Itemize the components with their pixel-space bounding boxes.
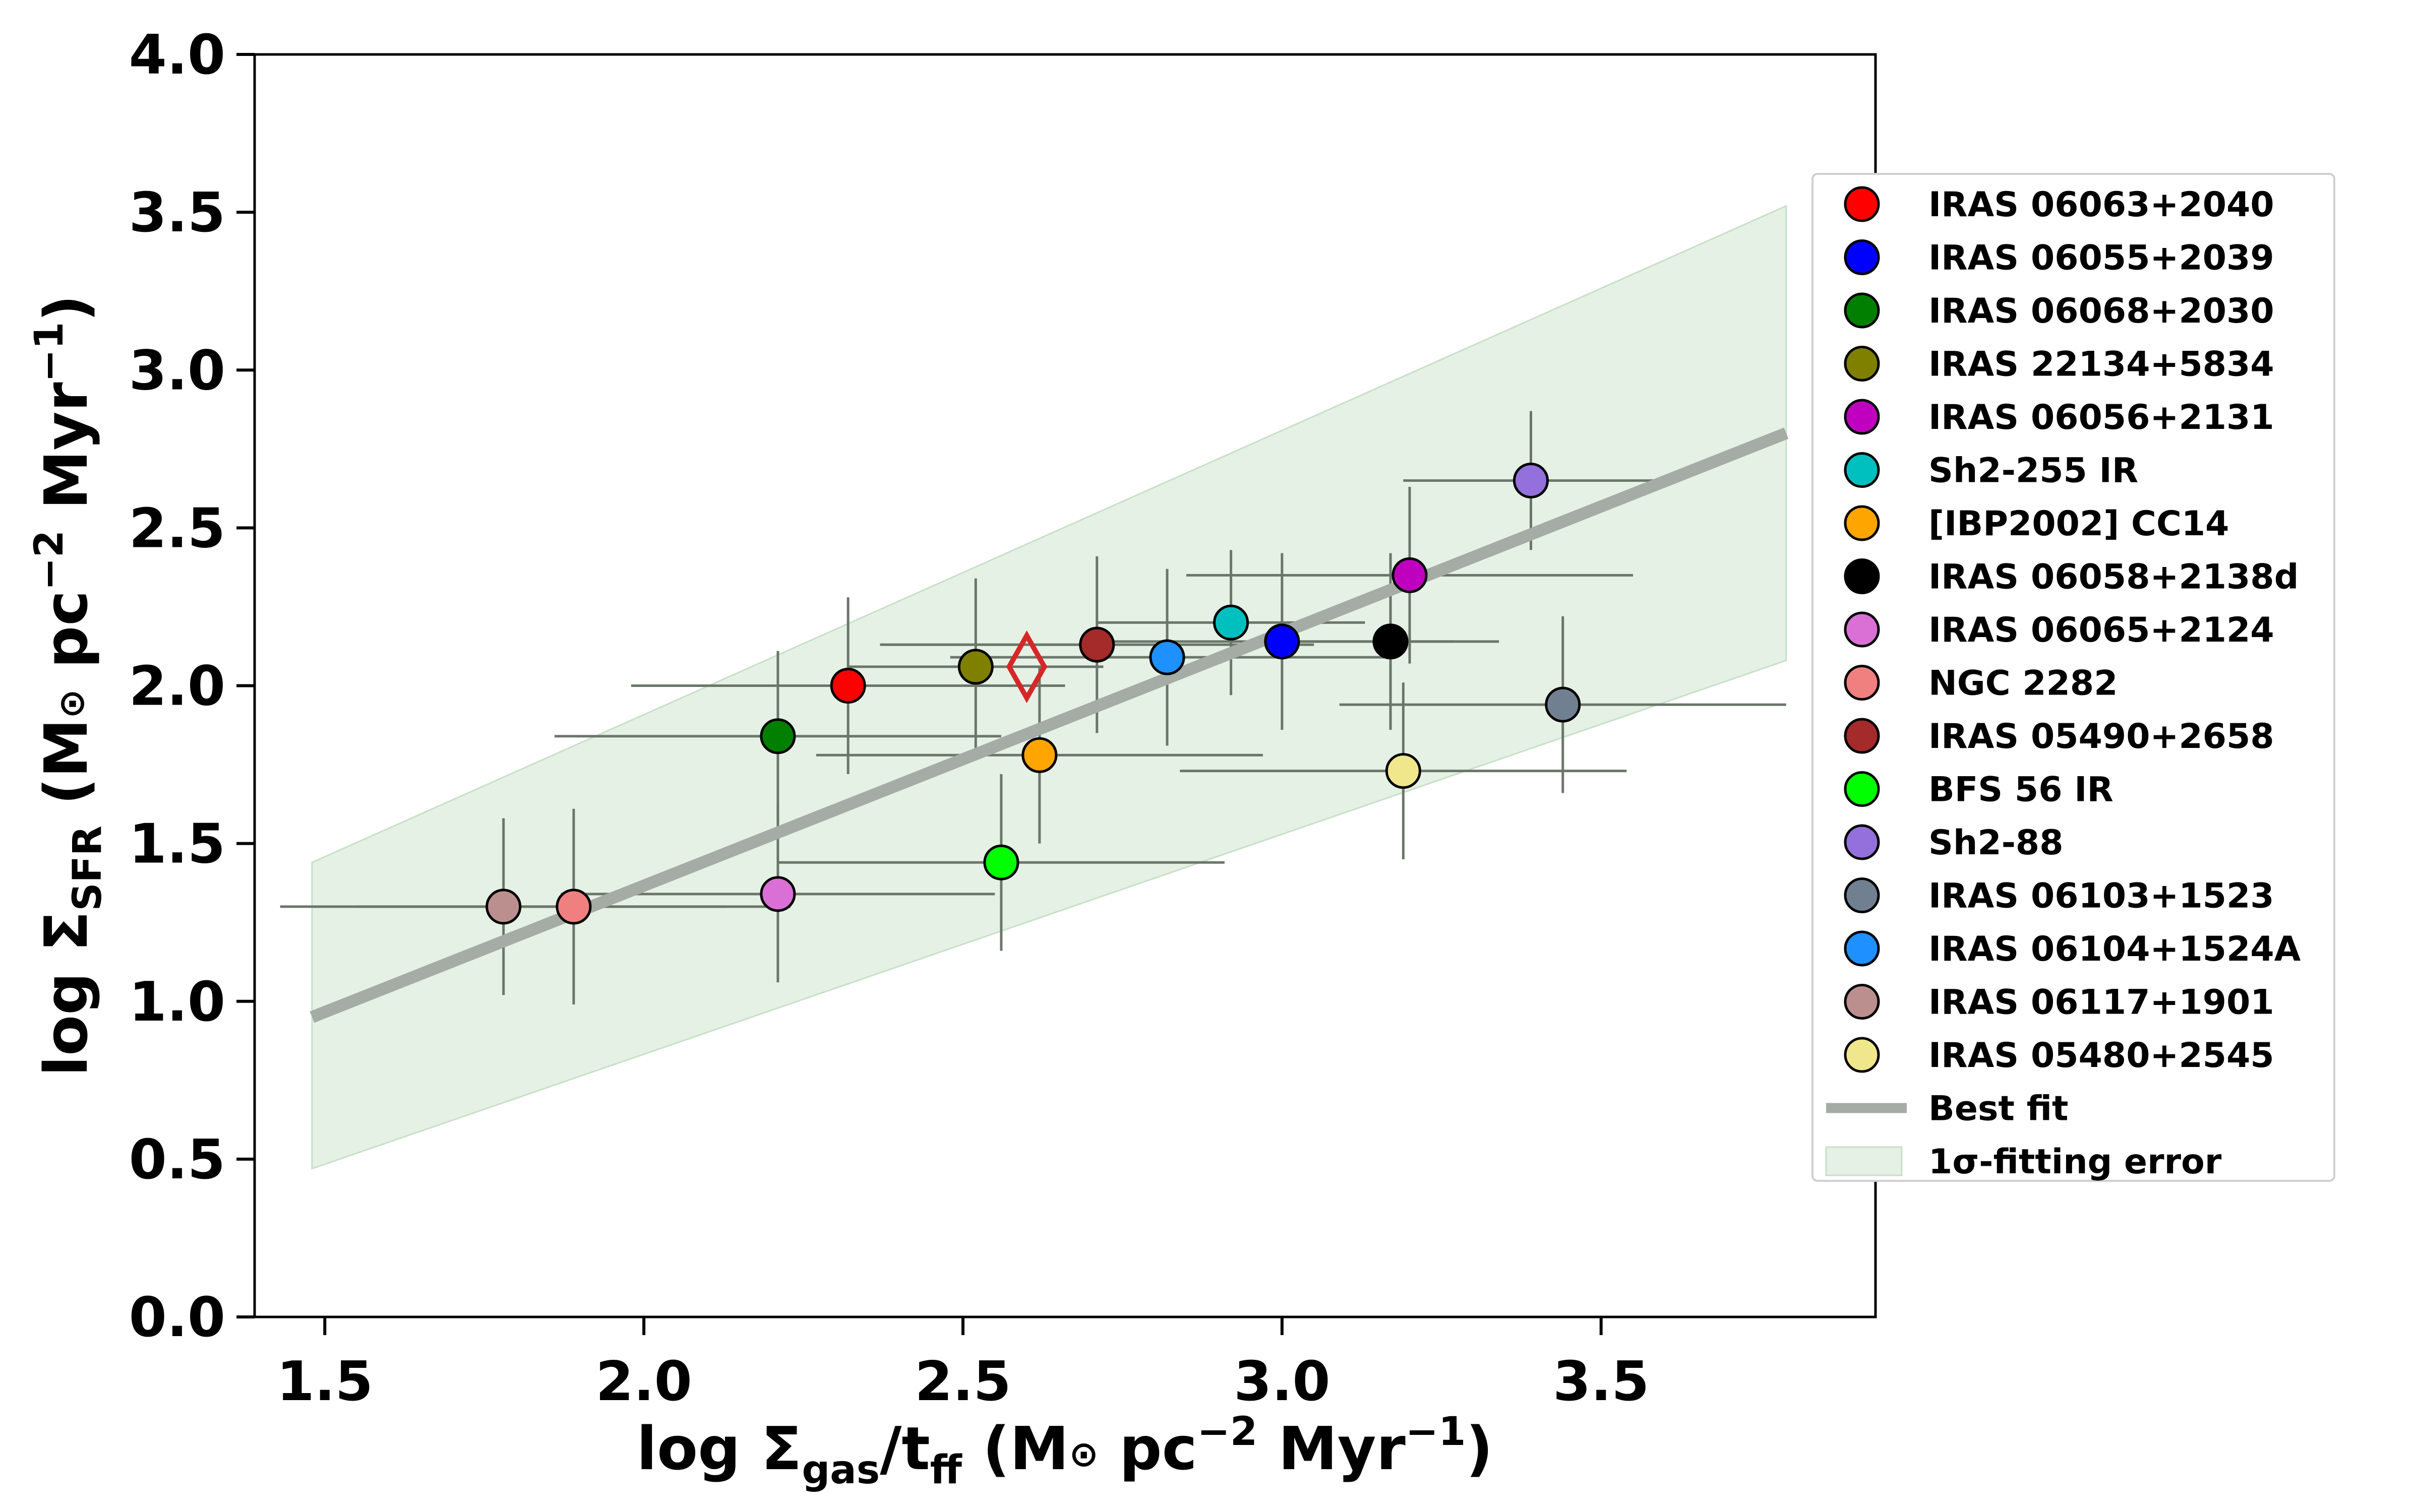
legend-label: IRAS 06056+2131 bbox=[1928, 398, 2274, 437]
legend-marker bbox=[1844, 452, 1880, 488]
y-tick-label: 0.0 bbox=[129, 1286, 225, 1349]
legend-label: IRAS 05490+2658 bbox=[1928, 717, 2274, 757]
plot-area bbox=[253, 53, 1877, 1318]
x-tick-label: 2.0 bbox=[595, 1350, 692, 1413]
y-axis: 0.0 0.5 1.0 1.5 2.0 2.5 3.0 3.5 4.0 bbox=[129, 24, 255, 1349]
scatter-point bbox=[1079, 626, 1115, 663]
legend-marker bbox=[1844, 239, 1880, 275]
legend-marker bbox=[1844, 718, 1880, 754]
scatter-point bbox=[556, 889, 592, 925]
scatter-point bbox=[1385, 753, 1421, 789]
scatter-point bbox=[760, 718, 796, 754]
legend-label: IRAS 22134+5834 bbox=[1928, 345, 2274, 385]
legend-marker bbox=[1844, 186, 1880, 222]
y-tick-label: 4.0 bbox=[129, 24, 225, 87]
legend: IRAS 06063+2040 IRAS 06055+2039 IRAS 06068… bbox=[1811, 173, 2335, 1182]
y-axis-label: log ΣSFR (M⊙ pc−2 Myr−1) bbox=[27, 295, 110, 1077]
legend-label: 1σ-fitting error bbox=[1928, 1142, 2222, 1182]
x-axis: 1.5 2.0 2.5 3.0 3.5 bbox=[277, 1317, 1649, 1413]
scatter-point bbox=[1545, 686, 1581, 723]
legend-box bbox=[1811, 173, 2335, 1182]
best-fit-line bbox=[310, 427, 1789, 1023]
legend-marker bbox=[1844, 877, 1880, 913]
scatter-point bbox=[983, 844, 1019, 880]
x-tick-label: 3.0 bbox=[1234, 1350, 1330, 1413]
legend-label: IRAS 06065+2124 bbox=[1928, 610, 2274, 650]
legend-label: Best fit bbox=[1928, 1089, 2069, 1129]
y-tick-label: 3.5 bbox=[129, 181, 225, 244]
legend-label: IRAS 06058+2138d bbox=[1928, 557, 2298, 597]
legend-marker bbox=[1844, 611, 1880, 648]
scatter-point bbox=[1213, 604, 1249, 641]
x-tick-label: 3.5 bbox=[1553, 1350, 1649, 1413]
legend-marker bbox=[1844, 771, 1880, 807]
y-tick-label: 3.0 bbox=[129, 339, 225, 402]
legend-marker bbox=[1844, 505, 1880, 541]
legend-marker bbox=[1844, 399, 1880, 435]
scatter-point bbox=[1149, 639, 1185, 675]
legend-label: BFS 56 IR bbox=[1928, 770, 2113, 810]
x-tick-label: 1.5 bbox=[277, 1350, 373, 1413]
legend-label: IRAS 06117+1901 bbox=[1928, 983, 2274, 1023]
legend-marker bbox=[1844, 1037, 1880, 1073]
legend-marker bbox=[1844, 665, 1880, 701]
y-tick-label: 1.5 bbox=[129, 813, 225, 876]
x-tick-label: 2.5 bbox=[915, 1350, 1011, 1413]
y-tick-label: 1.0 bbox=[129, 971, 225, 1034]
scatter-point bbox=[1264, 623, 1300, 660]
legend-label: [IBP2002] CC14 bbox=[1928, 504, 2229, 544]
diamond-marker bbox=[1006, 630, 1048, 704]
x-axis-label: log Σgas/tff (M⊙ pc−2 Myr−1) bbox=[637, 1409, 1493, 1493]
scatter-point bbox=[760, 876, 796, 912]
legend-label: IRAS 06063+2040 bbox=[1928, 185, 2274, 225]
scatter-point bbox=[957, 649, 994, 685]
legend-label: IRAS 06103+1523 bbox=[1928, 876, 2274, 916]
legend-marker bbox=[1844, 558, 1880, 594]
legend-marker bbox=[1844, 984, 1880, 1020]
scatter-point bbox=[830, 668, 866, 704]
legend-label: Sh2-255 IR bbox=[1928, 451, 2138, 491]
legend-label: NGC 2282 bbox=[1928, 664, 2118, 704]
scatter-point bbox=[1021, 737, 1058, 773]
legend-label: IRAS 06104+1524A bbox=[1928, 929, 2301, 969]
legend-label: IRAS 05480+2545 bbox=[1928, 1036, 2274, 1076]
scatter-point bbox=[486, 889, 522, 925]
y-tick-label: 2.5 bbox=[129, 497, 225, 560]
legend-marker bbox=[1844, 930, 1880, 967]
legend-label: Sh2-88 bbox=[1928, 823, 2064, 863]
legend-error-band-swatch bbox=[1825, 1146, 1903, 1176]
y-tick-label: 2.0 bbox=[129, 655, 225, 718]
scatter-point bbox=[1372, 623, 1409, 660]
legend-marker bbox=[1844, 292, 1880, 329]
scatter-point bbox=[1512, 462, 1549, 498]
y-tick-label: 0.5 bbox=[129, 1128, 225, 1191]
legend-marker bbox=[1844, 824, 1880, 860]
scatter-point bbox=[1392, 557, 1428, 593]
legend-label: IRAS 06068+2030 bbox=[1928, 291, 2274, 331]
legend-label: IRAS 06055+2039 bbox=[1928, 238, 2274, 278]
data-markers bbox=[486, 462, 1581, 925]
error-band bbox=[311, 205, 1787, 1170]
legend-marker bbox=[1844, 346, 1880, 382]
